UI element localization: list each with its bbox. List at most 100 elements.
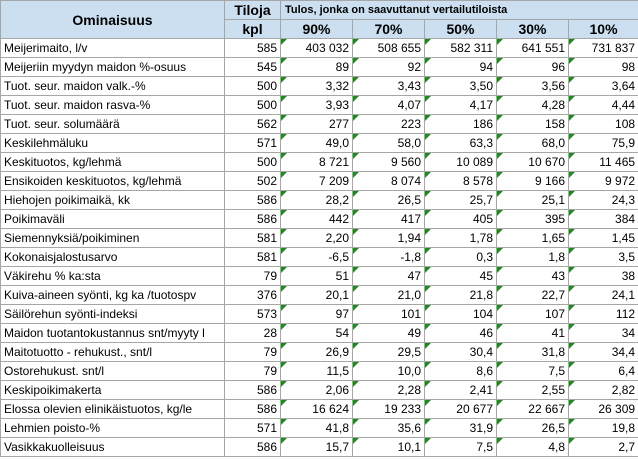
cell-percentile-value[interactable]: 30,4 <box>424 342 497 362</box>
cell-percentile-value[interactable]: 2,20 <box>280 228 353 248</box>
cell-farm-count[interactable]: 586 <box>224 437 281 457</box>
cell-percentile-value[interactable]: 104 <box>424 304 497 324</box>
cell-percentile-value[interactable]: 94 <box>424 57 497 77</box>
cell-percentile-value[interactable]: 58,0 <box>352 133 425 153</box>
cell-property-name[interactable]: Keskilehmäluku <box>0 133 225 153</box>
cell-percentile-value[interactable]: 46 <box>424 323 497 343</box>
cell-farm-count[interactable]: 585 <box>224 38 281 58</box>
cell-percentile-value[interactable]: 3,56 <box>496 76 569 96</box>
cell-percentile-value[interactable]: 34 <box>567 323 638 343</box>
cell-farm-count[interactable]: 586 <box>224 190 281 210</box>
cell-property-name[interactable]: Meijerimaito, l/v <box>0 38 225 58</box>
cell-percentile-value[interactable]: 9 560 <box>352 152 425 172</box>
cell-property-name[interactable]: Lehmien poisto-% <box>0 418 225 438</box>
cell-percentile-value[interactable]: 582 311 <box>424 38 497 58</box>
cell-property-name[interactable]: Keskituotos, kg/lehmä <box>0 152 225 172</box>
cell-percentile-value[interactable]: 20 677 <box>424 399 497 419</box>
cell-property-name[interactable]: Tuot. seur. maidon rasva-% <box>0 95 225 115</box>
cell-percentile-value[interactable]: 3,50 <box>424 76 497 96</box>
cell-percentile-value[interactable]: 6,4 <box>567 361 638 381</box>
cell-percentile-value[interactable]: 223 <box>352 114 425 134</box>
cell-percentile-value[interactable]: 3,64 <box>567 76 638 96</box>
cell-percentile-value[interactable]: 7 209 <box>280 171 353 191</box>
cell-percentile-value[interactable]: 4,17 <box>424 95 497 115</box>
cell-farm-count[interactable]: 586 <box>224 399 281 419</box>
cell-percentile-value[interactable]: 158 <box>496 114 569 134</box>
cell-percentile-value[interactable]: 405 <box>424 209 497 229</box>
cell-percentile-value[interactable]: 10 670 <box>496 152 569 172</box>
cell-percentile-value[interactable]: 10,1 <box>352 437 425 457</box>
cell-percentile-value[interactable]: 16 624 <box>280 399 353 419</box>
cell-percentile-value[interactable]: 38 <box>567 266 638 286</box>
cell-farm-count[interactable]: 79 <box>224 342 281 362</box>
cell-percentile-value[interactable]: 10 089 <box>424 152 497 172</box>
cell-percentile-value[interactable]: 22,7 <box>496 285 569 305</box>
cell-property-name[interactable]: Kuiva-aineen syönti, kg ka /tuotospv <box>0 285 225 305</box>
cell-percentile-value[interactable]: 8 074 <box>352 171 425 191</box>
cell-percentile-value[interactable]: 108 <box>567 114 638 134</box>
column-header-group[interactable]: Tulos, jonka on saavuttanut vertailutilo… <box>279 0 638 20</box>
cell-percentile-value[interactable]: 9 972 <box>567 171 638 191</box>
cell-farm-count[interactable]: 571 <box>224 133 281 153</box>
cell-percentile-value[interactable]: -6,5 <box>280 247 353 267</box>
cell-percentile-value[interactable]: 1,94 <box>352 228 425 248</box>
cell-property-name[interactable]: Meijeriin myydyn maidon %-osuus <box>0 57 225 77</box>
cell-percentile-value[interactable]: 26 309 <box>567 399 638 419</box>
cell-property-name[interactable]: Tuot. seur. solumäärä <box>0 114 225 134</box>
cell-percentile-value[interactable]: 8,6 <box>424 361 497 381</box>
cell-farm-count[interactable]: 79 <box>224 361 281 381</box>
cell-percentile-value[interactable]: 26,5 <box>352 190 425 210</box>
cell-percentile-value[interactable]: 19,8 <box>567 418 638 438</box>
column-header-farms[interactable]: Tiloja <box>224 0 281 20</box>
cell-percentile-value[interactable]: 54 <box>280 323 353 343</box>
cell-percentile-value[interactable]: 1,65 <box>496 228 569 248</box>
cell-property-name[interactable]: Elossa olevien elinikäistuotos, kg/le <box>0 399 225 419</box>
cell-percentile-value[interactable]: 2,28 <box>352 380 425 400</box>
cell-percentile-value[interactable]: 8 578 <box>424 171 497 191</box>
cell-percentile-value[interactable]: 98 <box>567 57 638 77</box>
cell-percentile-value[interactable]: 3,5 <box>567 247 638 267</box>
cell-percentile-value[interactable]: 384 <box>567 209 638 229</box>
column-header-p90[interactable]: 90% <box>280 19 353 39</box>
cell-percentile-value[interactable]: 97 <box>280 304 353 324</box>
cell-percentile-value[interactable]: 43 <box>496 266 569 286</box>
cell-percentile-value[interactable]: 8 721 <box>280 152 353 172</box>
cell-farm-count[interactable]: 571 <box>224 418 281 438</box>
cell-percentile-value[interactable]: 4,8 <box>496 437 569 457</box>
cell-percentile-value[interactable]: 15,7 <box>280 437 353 457</box>
cell-percentile-value[interactable]: 2,41 <box>424 380 497 400</box>
cell-percentile-value[interactable]: 75,9 <box>567 133 638 153</box>
cell-percentile-value[interactable]: 47 <box>352 266 425 286</box>
cell-percentile-value[interactable]: 89 <box>280 57 353 77</box>
cell-percentile-value[interactable]: 21,0 <box>352 285 425 305</box>
cell-percentile-value[interactable]: 417 <box>352 209 425 229</box>
cell-percentile-value[interactable]: 35,6 <box>352 418 425 438</box>
cell-percentile-value[interactable]: 96 <box>496 57 569 77</box>
cell-percentile-value[interactable]: 31,8 <box>496 342 569 362</box>
cell-percentile-value[interactable]: 49 <box>352 323 425 343</box>
cell-percentile-value[interactable]: 1,78 <box>424 228 497 248</box>
cell-percentile-value[interactable]: 3,43 <box>352 76 425 96</box>
cell-property-name[interactable]: Poikimaväli <box>0 209 225 229</box>
cell-percentile-value[interactable]: 186 <box>424 114 497 134</box>
cell-percentile-value[interactable]: 7,5 <box>424 437 497 457</box>
cell-percentile-value[interactable]: 45 <box>424 266 497 286</box>
cell-percentile-value[interactable]: 101 <box>352 304 425 324</box>
cell-percentile-value[interactable]: 4,44 <box>567 95 638 115</box>
cell-percentile-value[interactable]: 26,5 <box>496 418 569 438</box>
cell-property-name[interactable]: Hiehojen poikimaikä, kk <box>0 190 225 210</box>
cell-percentile-value[interactable]: 21,8 <box>424 285 497 305</box>
cell-property-name[interactable]: Maidon tuotantokustannus snt/myyty l <box>0 323 225 343</box>
cell-percentile-value[interactable]: 41 <box>496 323 569 343</box>
cell-percentile-value[interactable]: 41,8 <box>280 418 353 438</box>
cell-percentile-value[interactable]: 25,7 <box>424 190 497 210</box>
cell-property-name[interactable]: Ensikoiden keskituotos, kg/lehmä <box>0 171 225 191</box>
cell-percentile-value[interactable]: 0,3 <box>424 247 497 267</box>
column-header-p50[interactable]: 50% <box>424 19 497 39</box>
cell-farm-count[interactable]: 586 <box>224 380 281 400</box>
cell-percentile-value[interactable]: 29,5 <box>352 342 425 362</box>
cell-percentile-value[interactable]: 7,5 <box>496 361 569 381</box>
cell-farm-count[interactable]: 586 <box>224 209 281 229</box>
cell-percentile-value[interactable]: 92 <box>352 57 425 77</box>
cell-percentile-value[interactable]: 2,7 <box>567 437 638 457</box>
